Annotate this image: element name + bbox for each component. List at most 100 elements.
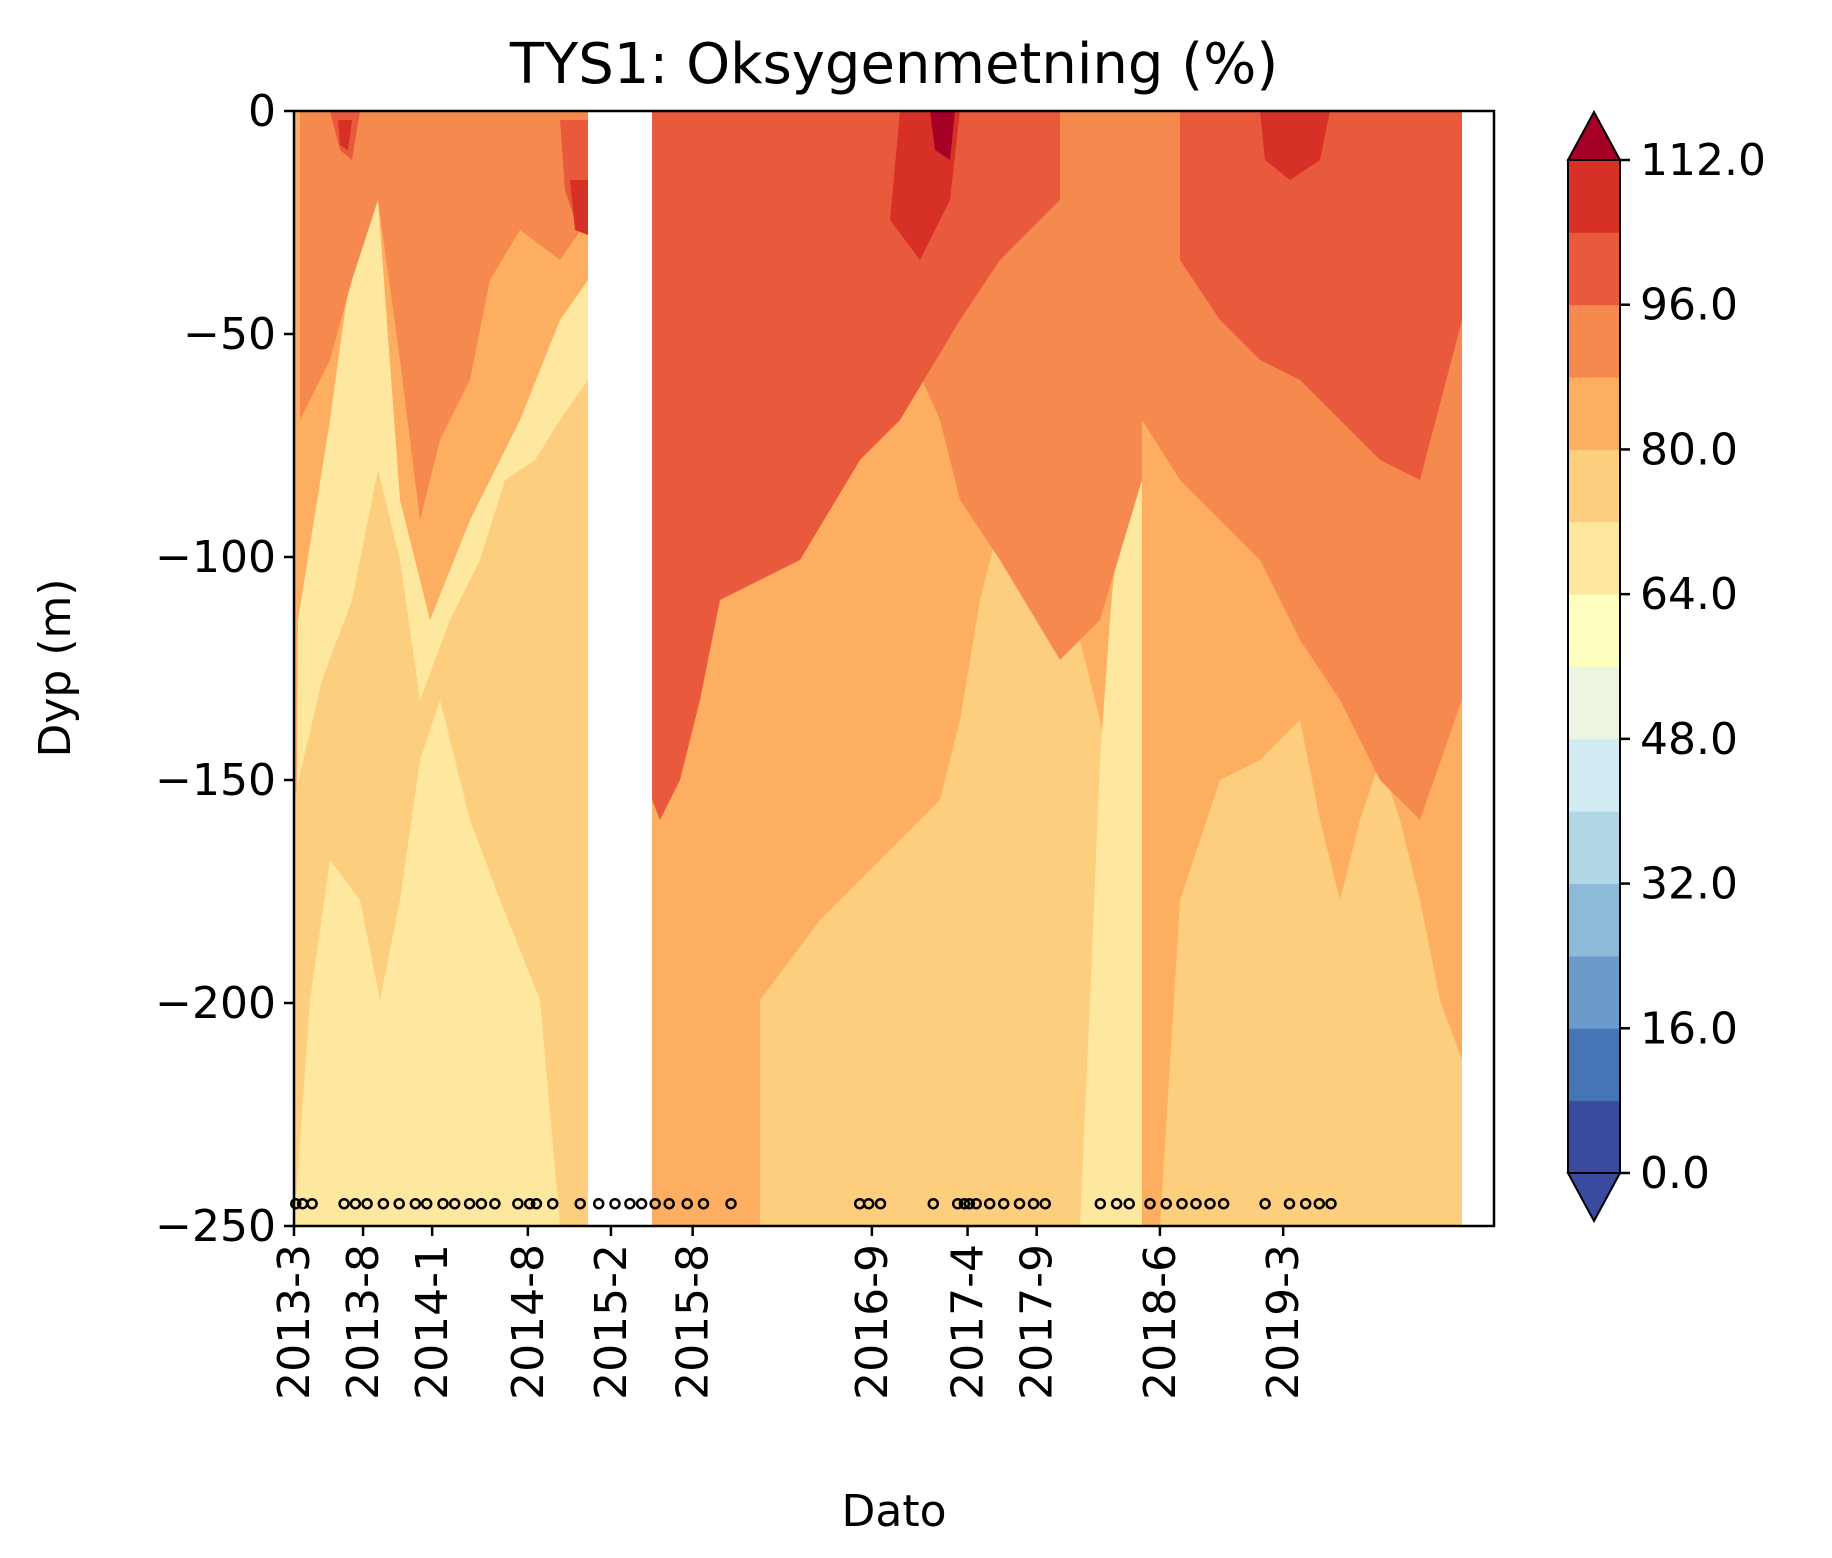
- sample-marker: [546, 1197, 559, 1210]
- colorbar-band: [1568, 666, 1620, 740]
- sample-marker: [574, 1197, 586, 1210]
- colorbar-tick-label: 16.0: [1640, 1003, 1738, 1054]
- colorbar-frame: [1567, 159, 1621, 1174]
- colorbar-band: [1568, 1100, 1620, 1174]
- colorbar-tick-label: 80.0: [1640, 424, 1738, 475]
- y-axis: 0 −50 −100 −150 −200 −250: [155, 86, 294, 1252]
- sample-marker: [437, 1197, 449, 1210]
- x-axis-label: Dato: [841, 1486, 946, 1537]
- colorbar-band: [1568, 811, 1620, 885]
- sample-marker: [475, 1197, 488, 1210]
- sample-marker: [1283, 1197, 1296, 1210]
- sample-marker: [393, 1197, 405, 1210]
- sample-marker: [420, 1197, 433, 1210]
- sample-marker: [862, 1197, 875, 1210]
- colorbar-band: [1568, 521, 1620, 595]
- sample-marker: [512, 1197, 524, 1210]
- colorbar-band: [1568, 738, 1620, 812]
- contour-field: [294, 111, 1494, 1226]
- colorbar-extend-min: [1566, 1172, 1622, 1224]
- sample-marker: [409, 1197, 422, 1210]
- sample-marker: [635, 1197, 648, 1210]
- y-tick-label: −50: [183, 309, 276, 360]
- contour-band-104b: [570, 180, 588, 235]
- sample-marker: [448, 1197, 461, 1210]
- sample-marker: [1144, 1197, 1156, 1210]
- sample-marker: [681, 1197, 693, 1210]
- sample-marker: [1313, 1197, 1326, 1210]
- y-tick-label: −100: [155, 532, 276, 583]
- sample-marker: [1176, 1197, 1188, 1210]
- sample-marker: [1160, 1197, 1172, 1210]
- y-axis-label: Dyp (m): [30, 578, 81, 757]
- x-tick-label: 2017-9: [1012, 1244, 1063, 1400]
- sample-marker: [697, 1197, 710, 1210]
- colorbar-band: [1568, 449, 1620, 523]
- colorbar-band: [1568, 955, 1620, 1029]
- sample-marker: [624, 1197, 636, 1210]
- sample-marker: [338, 1197, 350, 1210]
- colorbar-tick-label: 112.0: [1640, 135, 1766, 186]
- x-tick-label: 2013-8: [338, 1244, 389, 1400]
- plot-frame: [292, 109, 1496, 1228]
- sample-marker: [1123, 1197, 1135, 1210]
- sample-marker: [951, 1197, 964, 1210]
- sample-marker: [663, 1197, 675, 1210]
- sample-marker: [463, 1197, 476, 1210]
- x-tick-label: 2015-8: [668, 1244, 719, 1400]
- sample-marker: [592, 1197, 605, 1210]
- colorbar-tick-label: 0.0: [1640, 1148, 1710, 1199]
- contour-band-96-right: [1180, 111, 1462, 480]
- x-tick-label: 2014-8: [503, 1244, 554, 1400]
- colorbar-band: [1568, 232, 1620, 306]
- x-tick-label: 2019-3: [1258, 1244, 1309, 1400]
- sample-marker: [983, 1197, 996, 1210]
- colorbar-extend-max: [1566, 109, 1622, 161]
- contour-band-104-right: [1260, 111, 1330, 180]
- data-gap-2014-2015: [588, 111, 652, 1226]
- x-tick-label: 2013-3: [269, 1244, 320, 1400]
- colorbar-tick-label: 48.0: [1640, 714, 1738, 765]
- contour-band-72-mid: [760, 480, 1142, 1226]
- x-tick-label: 2016-9: [847, 1244, 898, 1400]
- contour-band-88: [300, 111, 588, 520]
- sample-marker: [1299, 1197, 1312, 1210]
- contour-band-112-mid: [930, 111, 955, 160]
- sample-markers: [290, 1197, 1337, 1210]
- sample-marker: [1217, 1197, 1230, 1210]
- sample-marker: [970, 1197, 982, 1210]
- sample-marker: [349, 1197, 362, 1210]
- y-tick-label: −250: [155, 1201, 276, 1252]
- colorbar-tick-label: 32.0: [1640, 859, 1738, 910]
- data-gap-2019: [1462, 111, 1494, 1226]
- x-axis: 2013-3 2013-8 2014-1 2014-8 2015-2 2015-8 2016…: [269, 1226, 1309, 1400]
- chart-title: TYS1: Oksygenmetning (%): [509, 32, 1278, 97]
- x-tick-label: 2015-2: [586, 1244, 637, 1400]
- contour-band-72-right: [1160, 720, 1462, 1226]
- sample-marker: [1094, 1197, 1107, 1210]
- sample-marker: [1325, 1197, 1337, 1210]
- sample-marker: [1110, 1197, 1123, 1210]
- colorbar-band: [1568, 594, 1620, 667]
- sample-marker: [489, 1197, 501, 1210]
- sample-marker: [1013, 1197, 1026, 1210]
- colorbar-band: [1568, 1028, 1620, 1102]
- sample-marker: [649, 1197, 661, 1210]
- sample-marker: [725, 1197, 737, 1210]
- colorbar-tick-label: 64.0: [1640, 569, 1738, 620]
- sample-marker: [306, 1197, 318, 1210]
- sample-marker: [927, 1197, 940, 1210]
- colorbar-band: [1568, 377, 1620, 450]
- colorbar: 0.0 16.0 32.0 48.0 64.0 80.0 96.0 112.0: [1566, 109, 1766, 1224]
- sample-marker: [609, 1197, 621, 1210]
- sample-marker: [1204, 1197, 1216, 1210]
- sample-marker: [1039, 1197, 1051, 1210]
- sample-marker: [290, 1197, 302, 1210]
- sample-marker: [963, 1197, 976, 1210]
- sample-marker: [1190, 1197, 1202, 1210]
- colorbar-band: [1568, 304, 1620, 378]
- colorbar-band: [1568, 883, 1620, 957]
- y-tick-label: −200: [155, 978, 276, 1029]
- sample-marker: [377, 1197, 390, 1210]
